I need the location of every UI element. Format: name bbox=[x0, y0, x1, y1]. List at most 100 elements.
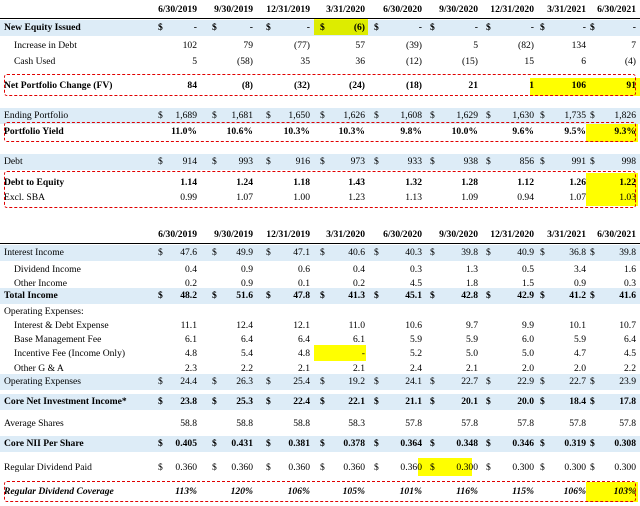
table-cell: 6 bbox=[581, 56, 586, 67]
row-label: Incentive Fee (Income Only) bbox=[14, 348, 126, 359]
table-cell: 57.8 bbox=[517, 418, 534, 429]
dollar-sign: $ bbox=[374, 376, 379, 387]
table-cell: 42.8 bbox=[461, 290, 478, 301]
table-cell: (18) bbox=[406, 80, 422, 91]
dollar-sign: $ bbox=[590, 22, 595, 33]
table-cell: 4.8 bbox=[185, 348, 197, 359]
table-cell: 39.8 bbox=[619, 247, 636, 258]
table-cell: 1.00 bbox=[293, 192, 310, 203]
table-cell: 5.0 bbox=[522, 348, 534, 359]
row-label: Increase in Debt bbox=[14, 40, 77, 51]
table-cell: 4.5 bbox=[624, 348, 636, 359]
table-cell: 10.3% bbox=[338, 126, 365, 137]
table-cell: 25.4 bbox=[293, 376, 310, 387]
dollar-sign: $ bbox=[540, 247, 545, 258]
table-cell: 1.07 bbox=[569, 192, 586, 203]
table-cell: 2.1 bbox=[466, 363, 478, 374]
table-cell: 21.1 bbox=[405, 396, 422, 407]
table-cell: 106% bbox=[563, 486, 586, 497]
table-cell: 23.9 bbox=[619, 376, 636, 387]
column-header: 9/30/2020 bbox=[439, 4, 478, 15]
row-label: Ending Portfolio bbox=[4, 110, 69, 121]
table-cell: 1,681 bbox=[231, 110, 253, 121]
table-cell: 3.4 bbox=[574, 264, 586, 275]
dollar-sign: $ bbox=[158, 110, 163, 121]
row-label: Operating Expenses: bbox=[4, 306, 84, 317]
table-cell: 5 bbox=[192, 56, 197, 67]
table-cell: 57.8 bbox=[405, 418, 422, 429]
table-cell: 0.405 bbox=[175, 438, 197, 449]
dollar-sign: $ bbox=[212, 247, 217, 258]
column-header: 6/30/2021 bbox=[597, 229, 636, 240]
dollar-sign: $ bbox=[430, 376, 435, 387]
table-cell: 4.5 bbox=[410, 278, 422, 289]
table-cell: 25.3 bbox=[236, 396, 253, 407]
row-label: Portfolio Yield bbox=[4, 126, 64, 137]
table-cell: 0.378 bbox=[343, 438, 365, 449]
table-cell: 41.6 bbox=[619, 290, 636, 301]
emphasis-box bbox=[4, 481, 636, 502]
table-cell: 40.3 bbox=[405, 247, 422, 258]
dollar-sign: $ bbox=[374, 438, 379, 449]
table-cell: 1.3 bbox=[466, 264, 478, 275]
dollar-sign: $ bbox=[320, 438, 325, 449]
row-label: Interest Income bbox=[4, 247, 64, 258]
table-row: Other G & A 2.3 2.2 2.1 2.1 2.4 2.1 2.0 2.0 2.2 bbox=[0, 361, 640, 377]
table-cell: 10.1 bbox=[569, 320, 586, 331]
table-cell: 2.2 bbox=[624, 363, 636, 374]
table-cell: 0.360 bbox=[231, 462, 253, 473]
table-cell: 23.8 bbox=[180, 396, 197, 407]
dollar-sign: $ bbox=[266, 290, 271, 301]
table-cell: 0.4 bbox=[185, 264, 197, 275]
dollar-sign: $ bbox=[374, 22, 379, 33]
dollar-sign: $ bbox=[430, 290, 435, 301]
table-cell: 1.8 bbox=[466, 278, 478, 289]
column-header: 9/30/2020 bbox=[439, 229, 478, 240]
table-cell: 5.2 bbox=[410, 348, 422, 359]
table-cell: 39.8 bbox=[461, 247, 478, 258]
table-cell: 10.3% bbox=[283, 126, 310, 137]
table-row: Operating Expenses $24.4 $26.3 $25.4 $19.2 $2… bbox=[0, 374, 640, 390]
table-cell: 1.12 bbox=[517, 177, 534, 188]
table-cell: 7 bbox=[631, 40, 636, 51]
table-cell: 1.07 bbox=[236, 192, 253, 203]
table-cell: 19.2 bbox=[348, 376, 365, 387]
table-cell: 1,608 bbox=[400, 110, 422, 121]
table-cell: 35 bbox=[300, 56, 310, 67]
table-cell: 2.1 bbox=[353, 363, 365, 374]
highlight bbox=[418, 458, 472, 476]
table-cell: 45.1 bbox=[405, 290, 422, 301]
dollar-sign: $ bbox=[212, 462, 217, 473]
table-cell: 57.8 bbox=[569, 418, 586, 429]
table-cell: 914 bbox=[182, 156, 197, 167]
table-cell: 0.360 bbox=[400, 462, 422, 473]
emphasis-box bbox=[4, 74, 636, 96]
dollar-sign: $ bbox=[590, 396, 595, 407]
table-row: Core Net Investment Income* $23.8 $25.3 $22… bbox=[0, 394, 640, 410]
table-cell: 0.2 bbox=[185, 278, 197, 289]
dollar-sign: $ bbox=[486, 22, 491, 33]
table-cell: (32) bbox=[294, 80, 310, 91]
table-cell: 11.0 bbox=[348, 320, 365, 331]
row-label: Debt bbox=[4, 156, 23, 167]
dollar-sign: $ bbox=[374, 396, 379, 407]
table-cell: 47.8 bbox=[293, 290, 310, 301]
table-cell: 48.2 bbox=[180, 290, 197, 301]
table-cell: 5.9 bbox=[574, 334, 586, 345]
table-cell: 998 bbox=[621, 156, 636, 167]
table-cell: 105% bbox=[342, 486, 365, 497]
table-cell: 1,629 bbox=[456, 110, 478, 121]
table-cell: 0.6 bbox=[298, 264, 310, 275]
table-row: Average Shares 58.8 58.8 58.8 58.3 57.8 57.8 57… bbox=[0, 416, 640, 432]
table-cell: 1,689 bbox=[175, 110, 197, 121]
dollar-sign: $ bbox=[320, 396, 325, 407]
dollar-sign: $ bbox=[320, 376, 325, 387]
table-cell: 0.381 bbox=[288, 438, 310, 449]
table-cell: 15 bbox=[524, 56, 534, 67]
dollar-sign: $ bbox=[158, 396, 163, 407]
row-label: Total Income bbox=[4, 290, 58, 301]
table-row: Increase in Debt 102 79 (77) 57 (39) 5 (82) 134 7 bbox=[0, 38, 640, 54]
table-cell: 57.8 bbox=[619, 418, 636, 429]
table-cell: 0.9 bbox=[241, 278, 253, 289]
dollar-sign: $ bbox=[486, 462, 491, 473]
